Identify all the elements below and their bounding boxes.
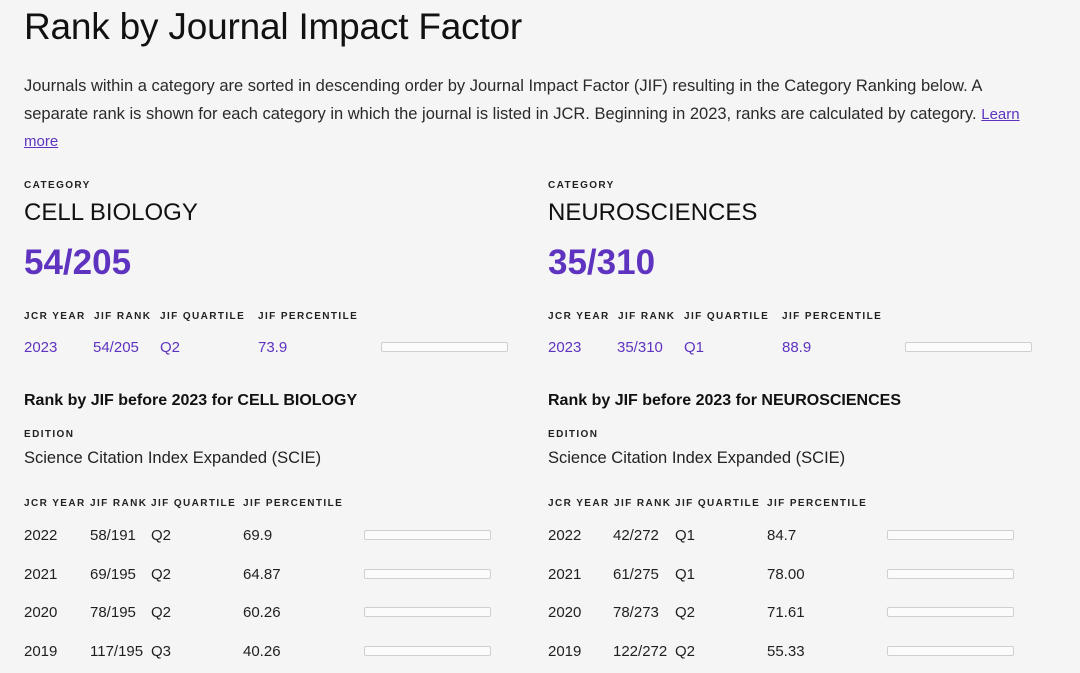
history-year: 2020: [24, 604, 58, 621]
category-name: CELL BIOLOGY: [24, 199, 198, 226]
history-quartile: Q2: [151, 527, 172, 544]
history-quartile: Q3: [151, 643, 172, 660]
intro-body: Journals within a category are sorted in…: [24, 77, 982, 123]
history-rank: 117/195: [90, 643, 144, 660]
header-jif-rank: JIF RANK: [618, 311, 676, 322]
history-year: 2019: [548, 643, 582, 660]
header-jif-percentile: JIF PERCENTILE: [782, 311, 883, 322]
history-quartile: Q2: [151, 566, 172, 583]
current-percentile-bar: [905, 342, 1032, 352]
header-jif-quartile: JIF QUARTILE: [160, 311, 246, 322]
history-percentile-bar: [887, 569, 1014, 579]
history-rank: 42/272: [613, 527, 659, 544]
history-header-jcr-year: JCR YEAR: [24, 498, 86, 509]
header-jcr-year: JCR YEAR: [24, 311, 86, 322]
edition-label: EDITION: [24, 429, 75, 440]
category-rank: 54/205: [24, 243, 132, 282]
history-header-jif-quartile: JIF QUARTILE: [151, 498, 237, 509]
history-rank: 69/195: [90, 566, 136, 583]
history-year: 2020: [548, 604, 582, 621]
current-quartile: Q1: [684, 339, 705, 356]
history-percentile: 40.26: [243, 643, 281, 660]
history-year: 2022: [24, 527, 58, 544]
history-title: Rank by JIF before 2023 for CELL BIOLOGY: [24, 392, 358, 409]
history-rank: 78/195: [90, 604, 136, 621]
history-percentile-bar: [887, 646, 1014, 656]
category-column-cell-biology: CATEGORY CELL BIOLOGY 54/205 JCR YEAR JI…: [24, 0, 524, 673]
history-percentile: 84.7: [767, 527, 797, 544]
current-percentile-bar: [381, 342, 508, 352]
history-header-jif-percentile: JIF PERCENTILE: [767, 498, 868, 509]
history-year: 2022: [548, 527, 582, 544]
history-rank: 78/273: [613, 604, 659, 621]
current-year: 2023: [548, 339, 582, 356]
category-label: CATEGORY: [548, 180, 615, 191]
edition-value: Science Citation Index Expanded (SCIE): [548, 449, 846, 467]
history-quartile: Q1: [675, 527, 696, 544]
history-percentile: 55.33: [767, 643, 805, 660]
category-rank: 35/310: [548, 243, 656, 282]
history-percentile: 69.9: [243, 527, 273, 544]
category-name: NEUROSCIENCES: [548, 199, 758, 226]
current-rank: 54/205: [93, 339, 139, 356]
header-jif-percentile: JIF PERCENTILE: [258, 311, 359, 322]
history-percentile: 78.00: [767, 566, 805, 583]
history-header-jif-rank: JIF RANK: [90, 498, 148, 509]
category-column-neurosciences: CATEGORY NEUROSCIENCES 35/310 JCR YEAR J…: [548, 0, 1048, 673]
history-percentile-bar: [364, 607, 491, 617]
history-percentile-bar: [887, 607, 1014, 617]
history-percentile: 60.26: [243, 604, 281, 621]
edition-value: Science Citation Index Expanded (SCIE): [24, 449, 322, 467]
history-percentile-bar: [364, 646, 491, 656]
history-header-jif-quartile: JIF QUARTILE: [675, 498, 761, 509]
category-label: CATEGORY: [24, 180, 91, 191]
current-percentile: 88.9: [782, 339, 812, 356]
history-percentile-bar: [364, 530, 491, 540]
history-percentile-bar: [887, 530, 1014, 540]
history-rank: 61/275: [613, 566, 659, 583]
history-header-jif-rank: JIF RANK: [614, 498, 672, 509]
history-percentile: 71.61: [767, 604, 805, 621]
history-quartile: Q2: [151, 604, 172, 621]
header-jcr-year: JCR YEAR: [548, 311, 610, 322]
current-rank: 35/310: [617, 339, 663, 356]
history-title: Rank by JIF before 2023 for NEUROSCIENCE…: [548, 392, 901, 409]
intro-text: Journals within a category are sorted in…: [24, 73, 1024, 156]
edition-label: EDITION: [548, 429, 599, 440]
history-percentile: 64.87: [243, 566, 281, 583]
current-quartile: Q2: [160, 339, 181, 356]
history-percentile-bar: [364, 569, 491, 579]
history-year: 2019: [24, 643, 58, 660]
page-title: Rank by Journal Impact Factor: [24, 6, 523, 47]
history-quartile: Q2: [675, 604, 696, 621]
history-rank: 58/191: [90, 527, 136, 544]
history-quartile: Q1: [675, 566, 696, 583]
current-percentile: 73.9: [258, 339, 288, 356]
history-header-jcr-year: JCR YEAR: [548, 498, 610, 509]
learn-more-link[interactable]: Learn more: [24, 105, 1020, 151]
header-jif-rank: JIF RANK: [94, 311, 152, 322]
history-rank: 122/272: [613, 643, 668, 660]
current-year: 2023: [24, 339, 58, 356]
history-year: 2021: [24, 566, 58, 583]
header-jif-quartile: JIF QUARTILE: [684, 311, 770, 322]
history-header-jif-percentile: JIF PERCENTILE: [243, 498, 344, 509]
history-year: 2021: [548, 566, 582, 583]
history-quartile: Q2: [675, 643, 696, 660]
